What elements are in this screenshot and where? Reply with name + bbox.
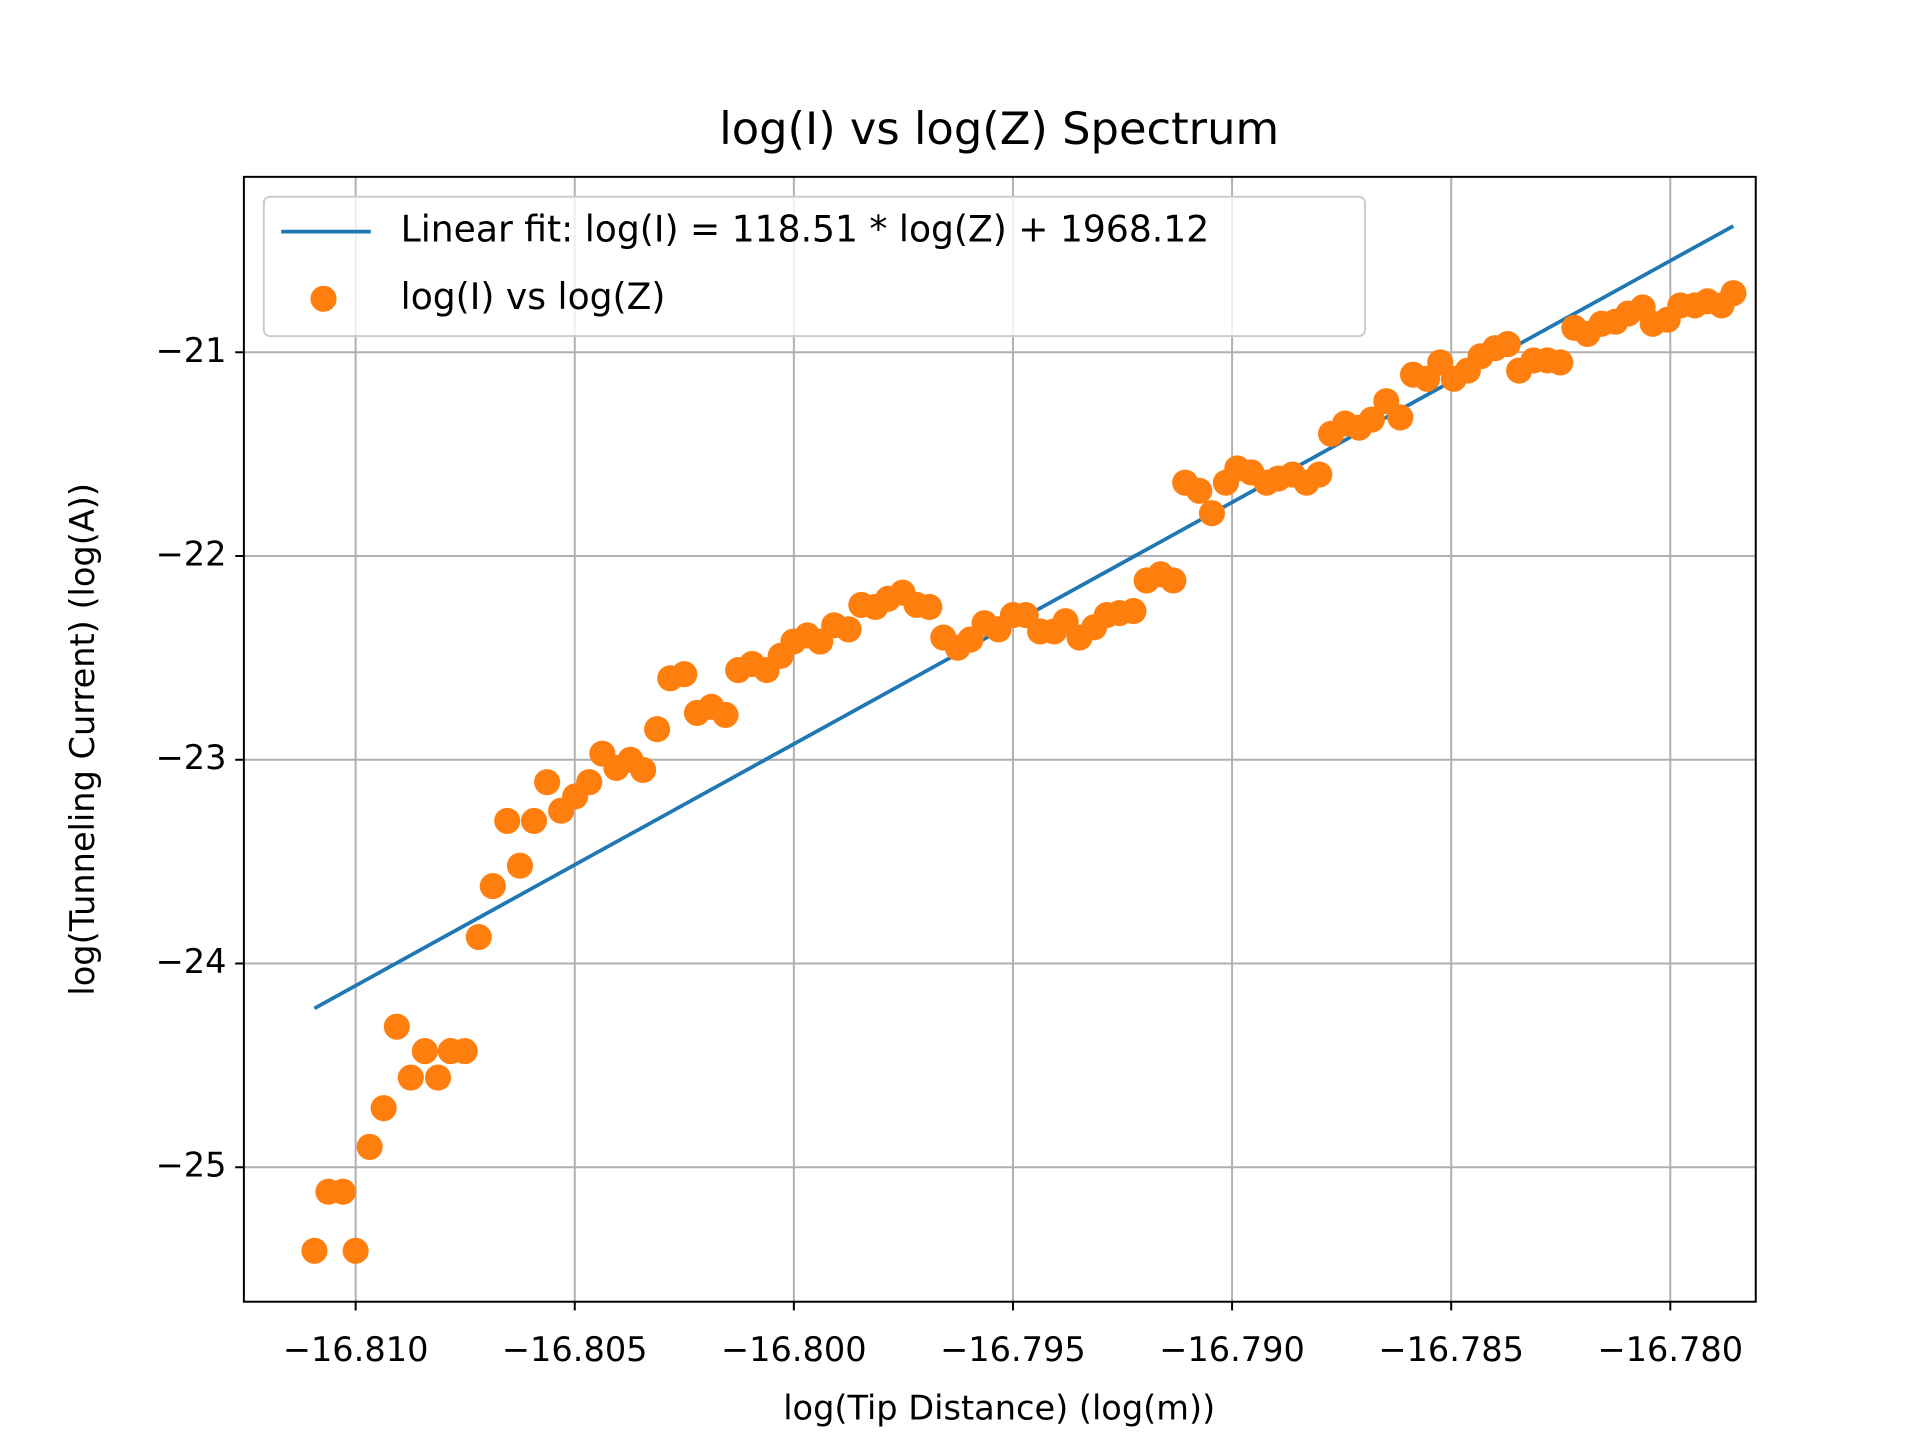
legend-label: log(I) vs log(Z) bbox=[401, 276, 666, 318]
data-point bbox=[1494, 331, 1521, 358]
data-point bbox=[479, 873, 506, 900]
x-tick-label: −16.780 bbox=[1597, 1330, 1743, 1369]
data-point bbox=[465, 923, 492, 951]
data-point bbox=[494, 807, 521, 834]
x-tick-label: −16.790 bbox=[1159, 1330, 1305, 1369]
y-axis-label: log(Tunneling Current) (log(A)) bbox=[63, 483, 102, 996]
data-point bbox=[916, 593, 943, 621]
x-tick-label: −16.810 bbox=[283, 1330, 429, 1369]
data-point bbox=[1547, 349, 1574, 376]
data-point bbox=[356, 1133, 383, 1160]
chart-title: log(I) vs log(Z) Spectrum bbox=[719, 102, 1279, 155]
y-tick-label: −24 bbox=[156, 942, 227, 981]
data-point bbox=[342, 1237, 369, 1264]
data-point bbox=[451, 1038, 478, 1065]
data-point bbox=[397, 1064, 424, 1091]
x-tick-label: −16.800 bbox=[721, 1330, 867, 1369]
y-tick-label: −22 bbox=[156, 535, 227, 574]
legend-label: Linear fit: log(I) = 118.51 * log(Z) + 1… bbox=[401, 209, 1209, 251]
legend-box bbox=[262, 195, 1367, 338]
data-point bbox=[630, 756, 657, 784]
x-axis-label: log(Tip Distance) (log(m)) bbox=[783, 1388, 1215, 1427]
data-point bbox=[1120, 597, 1147, 625]
data-point bbox=[506, 852, 534, 879]
data-point bbox=[1160, 567, 1187, 594]
data-point bbox=[370, 1095, 397, 1122]
data-point bbox=[1358, 406, 1385, 433]
data-point bbox=[520, 807, 548, 834]
legend: Linear fit: log(I) = 118.51 * log(Z) + 1… bbox=[262, 195, 1367, 338]
legend-marker bbox=[310, 285, 337, 312]
data-point bbox=[1198, 500, 1225, 527]
data-point bbox=[1306, 461, 1333, 488]
plot-frame bbox=[242, 175, 1757, 1303]
y-tick-label: −25 bbox=[156, 1146, 227, 1185]
data-point bbox=[712, 701, 739, 729]
data-point bbox=[671, 661, 698, 688]
data-point bbox=[383, 1013, 410, 1040]
data-point bbox=[411, 1038, 438, 1065]
x-tick-label: −16.795 bbox=[940, 1330, 1086, 1369]
data-point bbox=[301, 1237, 328, 1264]
data-point bbox=[576, 769, 603, 796]
data-point bbox=[1720, 280, 1747, 307]
data-point bbox=[644, 716, 671, 743]
data-point bbox=[1186, 477, 1213, 504]
y-tick-label: −21 bbox=[156, 331, 227, 370]
y-tick-label: −23 bbox=[156, 738, 227, 777]
x-tick-label: −16.785 bbox=[1378, 1330, 1524, 1369]
data-point bbox=[534, 769, 561, 796]
data-point bbox=[835, 616, 862, 643]
data-point bbox=[329, 1178, 356, 1205]
x-tick-label: −16.805 bbox=[502, 1330, 648, 1369]
data-point bbox=[424, 1064, 452, 1091]
data-point bbox=[1387, 404, 1414, 431]
